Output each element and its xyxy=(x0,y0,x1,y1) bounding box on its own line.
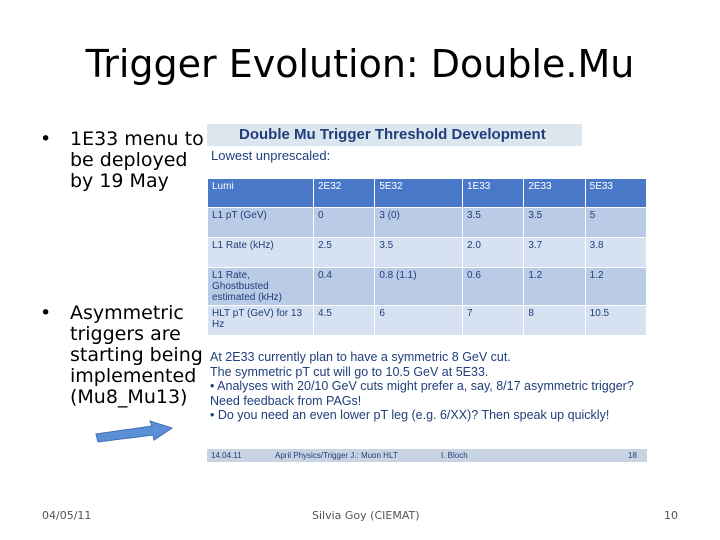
bullet-text: 1E33 menu to be deployed by 19 May xyxy=(70,128,204,192)
arrow-icon xyxy=(95,420,174,443)
table-cell: L1 Rate, Ghostbusted estimated (kHz) xyxy=(207,267,314,306)
panel-footer-bar: 14.04.11 April Physics/Trigger J.: Muon … xyxy=(207,449,647,462)
slide-footer-date: 04/05/11 xyxy=(42,509,92,522)
table-cell: 0.4 xyxy=(312,267,376,306)
table-header-cell: 2E32 xyxy=(312,178,376,208)
table-cell: 0 xyxy=(312,207,376,238)
table-cell: HLT pT (GeV) for 13 Hz xyxy=(207,305,314,336)
table-cell: 1.2 xyxy=(584,267,648,306)
table-row: L1 Rate, Ghostbusted estimated (kHz) 0.4… xyxy=(207,267,648,306)
note-line: • Analyses with 20/10 GeV cuts might pre… xyxy=(210,379,634,408)
table-header-cell: Lumi xyxy=(207,178,314,208)
table-header-cell: 2E33 xyxy=(523,178,586,208)
table-header-cell: 5E32 xyxy=(374,178,463,208)
table-cell: 5 xyxy=(584,207,648,238)
panel-notes: At 2E33 currently plan to have a symmetr… xyxy=(210,350,640,423)
panel-footer-date: 14.04.11 xyxy=(211,451,242,460)
table-row: L1 Rate (kHz) 2.5 3.5 2.0 3.7 3.8 xyxy=(207,237,648,268)
table-cell: 6 xyxy=(374,305,463,336)
table-cell: 3.5 xyxy=(461,207,525,238)
table-header-cell: 1E33 xyxy=(461,178,525,208)
note-line: At 2E33 currently plan to have a symmetr… xyxy=(210,350,511,364)
bullet-text: Asymmetric triggers are starting being i… xyxy=(70,302,203,408)
slide-footer-page-number: 10 xyxy=(664,509,678,522)
threshold-table: Lumi 2E32 5E32 1E33 2E33 5E33 L1 pT (GeV… xyxy=(207,178,648,336)
note-line: • Do you need an even lower pT leg (e.g.… xyxy=(210,408,610,422)
panel-footer-topic: April Physics/Trigger J.: Muon HLT xyxy=(275,451,398,460)
bullet-dot-icon: • xyxy=(40,302,52,324)
slide-footer-author: Silvia Goy (CIEMAT) xyxy=(312,509,420,522)
panel-heading: Double Mu Trigger Threshold Development xyxy=(207,124,582,146)
table-cell: 7 xyxy=(461,305,525,336)
table-cell: 3.8 xyxy=(584,237,648,268)
table-cell: L1 pT (GeV) xyxy=(207,207,314,238)
bullet-dot-icon: • xyxy=(40,128,52,150)
table-cell: 1.2 xyxy=(523,267,586,306)
table-cell: L1 Rate (kHz) xyxy=(207,237,314,268)
table-cell: 4.5 xyxy=(312,305,376,336)
bullet-item-2: • Asymmetric triggers are starting being… xyxy=(40,302,210,408)
table-cell: 3 (0) xyxy=(374,207,463,238)
table-cell: 3.5 xyxy=(374,237,463,268)
slide-title: Trigger Evolution: Double.Mu xyxy=(85,42,635,86)
panel-footer-page: 18 xyxy=(628,451,637,460)
table-header-cell: 5E33 xyxy=(584,178,648,208)
bullet-item-1: • 1E33 menu to be deployed by 19 May xyxy=(40,128,210,192)
table-cell: 8 xyxy=(523,305,586,336)
panel-subheading: Lowest unprescaled: xyxy=(211,148,331,163)
table-row: HLT pT (GeV) for 13 Hz 4.5 6 7 8 10.5 xyxy=(207,305,648,336)
table-cell: 3.7 xyxy=(523,237,586,268)
table-cell: 3.5 xyxy=(523,207,586,238)
table-cell: 2.0 xyxy=(461,237,525,268)
table-row: L1 pT (GeV) 0 3 (0) 3.5 3.5 5 xyxy=(207,207,648,238)
table-cell: 10.5 xyxy=(584,305,648,336)
table-header-row: Lumi 2E32 5E32 1E33 2E33 5E33 xyxy=(207,178,648,208)
panel-footer-author: I. Bloch xyxy=(441,451,468,460)
table-cell: 2.5 xyxy=(312,237,376,268)
note-line: The symmetric pT cut will go to 10.5 GeV… xyxy=(210,364,489,379)
table-cell: 0.8 (1.1) xyxy=(374,267,463,306)
table-cell: 0.6 xyxy=(461,267,525,306)
